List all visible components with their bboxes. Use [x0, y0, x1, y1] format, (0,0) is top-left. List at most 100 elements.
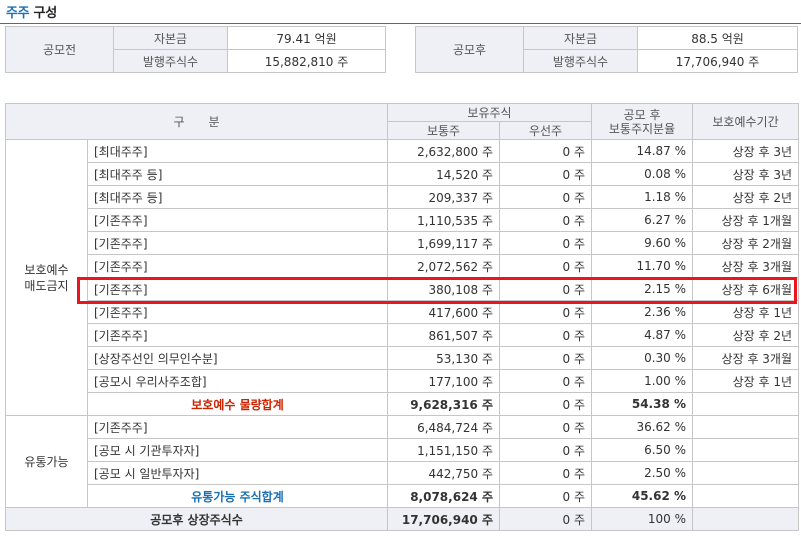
- pre-shares-label: 발행주식수: [113, 49, 228, 73]
- lockup-label-line2: 매도금지: [24, 278, 69, 293]
- row-name: [기존주주]: [87, 277, 388, 301]
- table-row: [기존주주] 861,507 주 0 주 4.87 % 상장 후 2년: [6, 323, 800, 347]
- row-ratio: 9.60 %: [591, 231, 694, 255]
- row-period: [692, 461, 800, 485]
- row-common: 442,750 주: [387, 461, 500, 485]
- row-period: 상장 후 3개월: [692, 346, 800, 370]
- header-ratio-line2: 보통주지분율: [608, 121, 676, 136]
- post-capital-label: 자본금: [523, 26, 638, 50]
- row-ratio: 0.08 %: [591, 162, 694, 186]
- row-period: 상장 후 2년: [692, 323, 800, 347]
- row-name: [상장주선인 의무인수분]: [87, 346, 388, 370]
- table-row: 유통가능 [기존주주] 6,484,724 주 0 주 36.62 %: [5, 415, 800, 508]
- post-shares-label: 발행주식수: [523, 49, 638, 73]
- row-preferred: 0 주: [498, 139, 593, 163]
- row-preferred: 0 주: [498, 415, 593, 439]
- row-ratio: 4.87 %: [591, 323, 694, 347]
- section-title-rest: 구성: [29, 6, 58, 21]
- title-divider: [0, 23, 801, 24]
- header-preferred: 우선주: [498, 121, 593, 140]
- lockup-subtotal-preferred: 0 주: [498, 392, 593, 416]
- row-preferred: 0 주: [498, 346, 593, 370]
- row-period: 상장 후 1개월: [692, 208, 800, 232]
- row-preferred: 0 주: [498, 300, 593, 324]
- post-capital-value: 88.5 억원: [637, 26, 798, 50]
- lockup-label-line1: 보호예수: [24, 262, 69, 277]
- post-ipo-label: 공모후: [415, 26, 524, 73]
- row-ratio: 1.00 %: [591, 369, 694, 393]
- row-ratio: 1.18 %: [591, 185, 694, 209]
- pre-capital-value: 79.41 억원: [227, 26, 386, 50]
- float-subtotal-preferred: 0 주: [498, 484, 593, 508]
- row-name: [공모시 우리사주조합]: [87, 369, 388, 393]
- row-period: 상장 후 3년: [692, 139, 800, 163]
- total-ratio: 100 %: [591, 507, 694, 531]
- post-shares-value: 17,706,940 주: [637, 49, 798, 73]
- row-preferred: 0 주: [498, 323, 593, 347]
- row-ratio: 14.87 %: [591, 139, 694, 163]
- row-ratio: 6.27 %: [591, 208, 694, 232]
- row-common: 209,337 주: [387, 185, 500, 209]
- row-period: 상장 후 3개월: [692, 254, 800, 278]
- row-period: 상장 후 3년: [692, 162, 800, 186]
- header-lockup: 보호예수기간: [692, 103, 800, 140]
- row-ratio: 2.50 %: [591, 461, 694, 485]
- row-period: 상장 후 6개월: [692, 277, 800, 301]
- row-name: [최대주주 등]: [87, 162, 388, 186]
- table-row-highlighted: [기존주주] 380,108 주 0 주 2.15 % 상장 후 6개월: [6, 277, 800, 301]
- row-common: 2,632,800 주: [387, 139, 500, 163]
- row-name: [기존주주]: [87, 231, 388, 255]
- pre-capital-label: 자본금: [113, 26, 228, 50]
- lockup-group-label: 보호예수 매도금지: [5, 139, 88, 416]
- total-row: 공모후 상장주식수 17,706,940 주 0 주 100 %: [5, 507, 800, 531]
- total-common: 17,706,940 주: [387, 507, 500, 531]
- row-ratio: 36.62 %: [591, 415, 694, 439]
- row-name: [기존주주]: [87, 300, 388, 324]
- row-common: 177,100 주: [387, 369, 500, 393]
- row-preferred: 0 주: [498, 208, 593, 232]
- table-row: [상장주선인 의무인수분] 53,130 주 0 주 0.30 % 상장 후 3…: [6, 346, 800, 370]
- table-row: [기존주주] 2,072,562 주 0 주 11.70 % 상장 후 3개월: [6, 254, 800, 278]
- lockup-subtotal-ratio: 54.38 %: [591, 392, 694, 416]
- lockup-subtotal-common: 9,628,316 주: [387, 392, 500, 416]
- row-name: [최대주주]: [87, 139, 388, 163]
- row-name: [기존주주]: [87, 208, 388, 232]
- row-ratio: 2.36 %: [591, 300, 694, 324]
- row-period: 상장 후 2년: [692, 185, 800, 209]
- lockup-subtotal-name: 보호예수 물량합계: [87, 392, 388, 416]
- float-subtotal-period: [692, 484, 800, 508]
- post-ipo-table: 공모후 자본금 88.5 억원 발행주식수 17,706,940 주: [415, 26, 798, 73]
- row-period: 상장 후 1년: [692, 300, 800, 324]
- header-common: 보통주: [387, 121, 500, 140]
- row-preferred: 0 주: [498, 277, 593, 301]
- pre-shares-value: 15,882,810 주: [227, 49, 386, 73]
- lockup-subtotal-period: [692, 392, 800, 416]
- total-period: [692, 507, 800, 531]
- float-subtotal-common: 8,078,624 주: [387, 484, 500, 508]
- float-subtotal-ratio: 45.62 %: [591, 484, 694, 508]
- row-period: 상장 후 2개월: [692, 231, 800, 255]
- table-row: [공모시 우리사주조합] 177,100 주 0 주 1.00 % 상장 후 1…: [6, 369, 800, 393]
- row-preferred: 0 주: [498, 254, 593, 278]
- table-row: [기존주주] 1,110,535 주 0 주 6.27 % 상장 후 1개월: [6, 208, 800, 232]
- row-common: 380,108 주: [387, 277, 500, 301]
- lockup-subtotal-row: 보호예수 물량합계 9,628,316 주 0 주 54.38 %: [6, 392, 800, 416]
- table-row: 보호예수 매도금지 [최대주주] 2,632,800 주 0 주 14.87 %…: [5, 139, 800, 416]
- row-common: 1,151,150 주: [387, 438, 500, 462]
- section-title-accent: 주주: [6, 6, 30, 21]
- table-row: [최대주주 등] 209,337 주 0 주 1.18 % 상장 후 2년: [6, 185, 800, 209]
- header-holdings: 보유주식: [386, 103, 593, 122]
- header-ratio-line1: 공모 후: [623, 107, 661, 122]
- row-common: 417,600 주: [387, 300, 500, 324]
- row-common: 1,699,117 주: [387, 231, 500, 255]
- row-preferred: 0 주: [498, 438, 593, 462]
- row-common: 14,520 주: [387, 162, 500, 186]
- row-preferred: 0 주: [498, 231, 593, 255]
- row-common: 1,110,535 주: [387, 208, 500, 232]
- float-group-label: 유통가능: [5, 415, 88, 508]
- float-subtotal-name: 유통가능 주식합계: [87, 484, 388, 508]
- header-ratio: 공모 후 보통주지분율: [591, 103, 694, 140]
- pre-ipo-label: 공모전: [5, 26, 114, 73]
- row-name: [최대주주 등]: [87, 185, 388, 209]
- row-common: 6,484,724 주: [387, 415, 500, 439]
